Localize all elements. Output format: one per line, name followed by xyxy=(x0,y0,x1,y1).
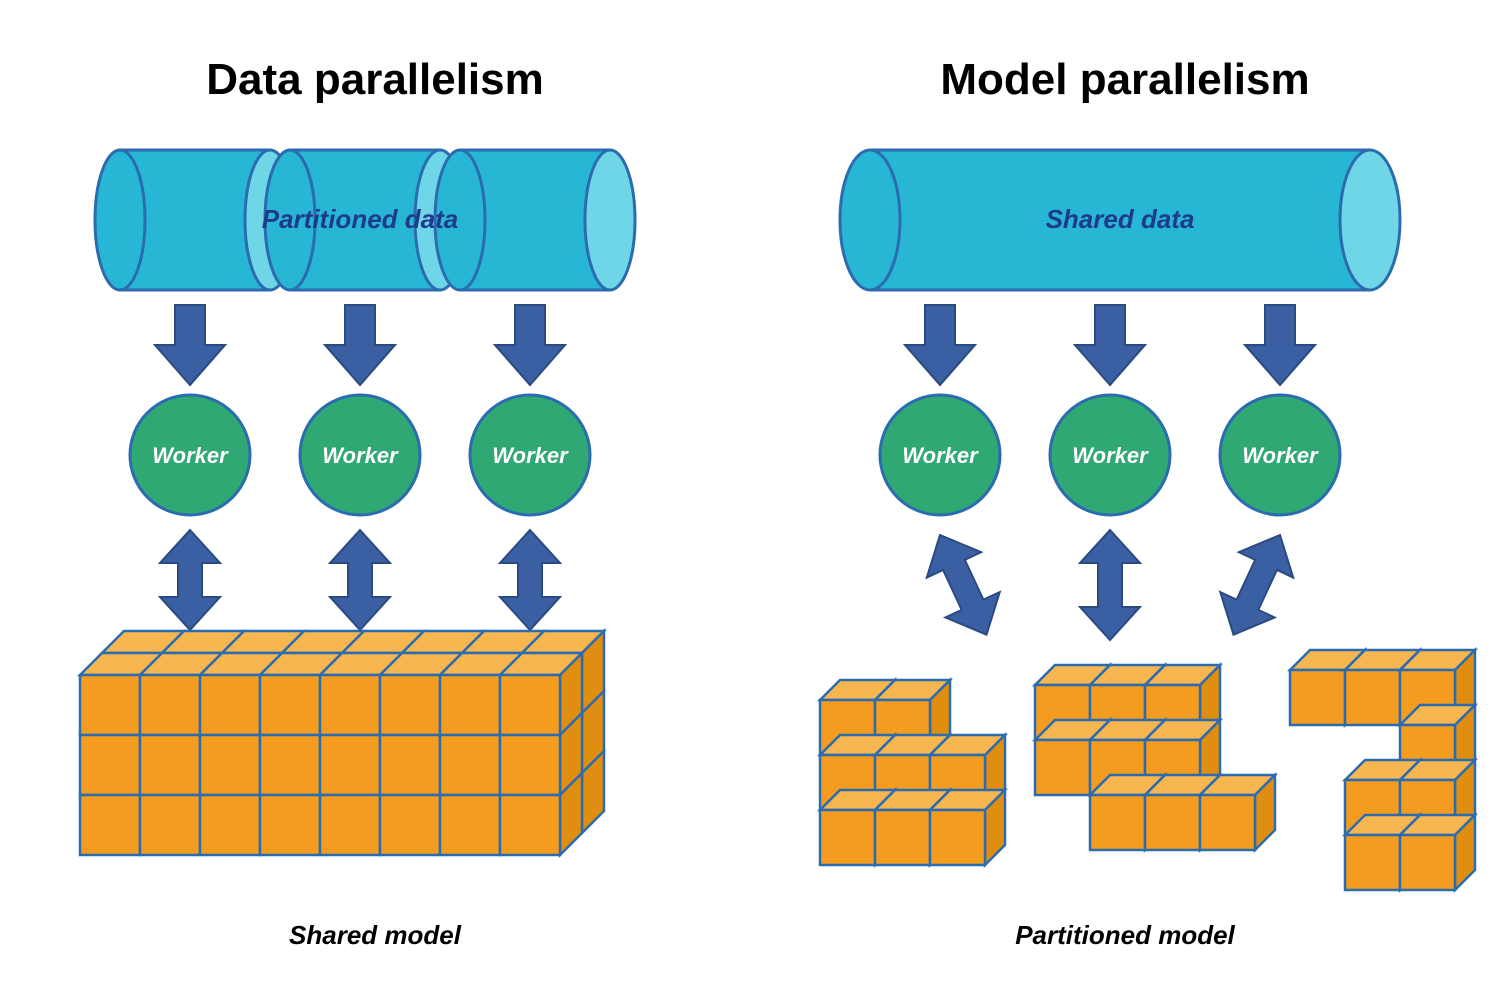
data-parallelism-panel: Data parallelism Partitioned data xyxy=(0,0,750,105)
partitioned-model-cubes xyxy=(790,610,1490,910)
panel-title-right: Model parallelism xyxy=(750,55,1500,105)
cylinder-label-right: Shared data xyxy=(1046,204,1195,234)
model-parallelism-panel: Model parallelism Shared data Worker Wor… xyxy=(750,0,1500,105)
model-label-left: Shared model xyxy=(0,920,750,951)
arrows-double-left xyxy=(90,525,690,635)
worker-label: Worker xyxy=(1242,443,1319,468)
worker-label: Worker xyxy=(152,443,229,468)
workers-right: Worker Worker Worker xyxy=(840,390,1440,530)
worker-label: Worker xyxy=(902,443,979,468)
worker-label: Worker xyxy=(322,443,399,468)
arrows-down-left xyxy=(90,300,690,400)
worker-label: Worker xyxy=(492,443,569,468)
arrows-down-right xyxy=(840,300,1440,400)
model-label-right: Partitioned model xyxy=(750,920,1500,951)
panel-title-left: Data parallelism xyxy=(0,55,750,105)
cylinder-label-left: Partitioned data xyxy=(262,204,458,234)
workers-left: Worker Worker Worker xyxy=(90,390,690,530)
worker-label: Worker xyxy=(1072,443,1149,468)
shared-model-cubes xyxy=(60,625,710,905)
